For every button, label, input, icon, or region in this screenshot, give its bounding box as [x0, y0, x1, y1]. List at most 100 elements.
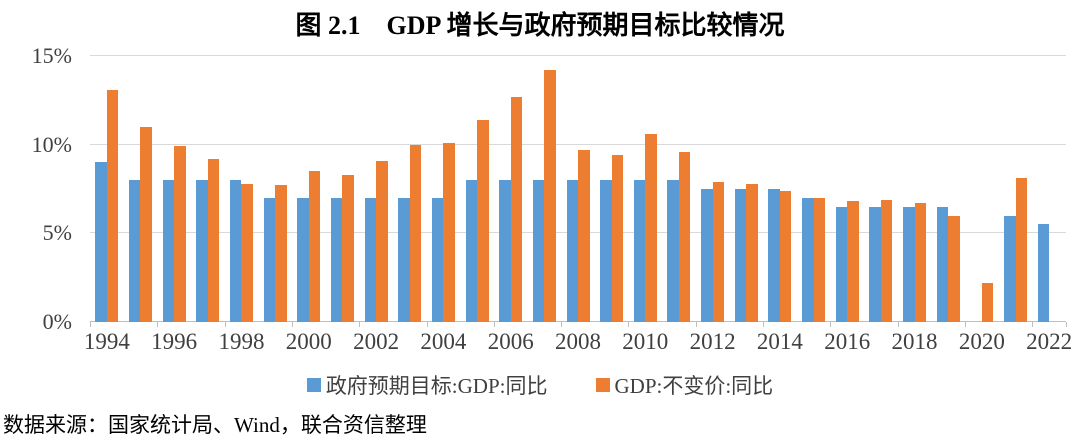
x-axis-tick	[359, 322, 361, 327]
bar-2015	[802, 197, 814, 322]
bar-group-1996	[157, 56, 191, 322]
bar-1999	[263, 197, 276, 322]
bar-2012	[701, 189, 713, 322]
bar-2000	[308, 171, 321, 322]
x-axis-tick	[90, 322, 91, 327]
bar-2005	[477, 119, 489, 322]
bar-1995	[140, 126, 152, 322]
bar-2012	[712, 181, 725, 322]
bar-2017	[869, 206, 881, 322]
bar-group-2007	[528, 56, 562, 322]
bar-2004	[431, 197, 444, 322]
x-axis-tick	[628, 322, 630, 327]
bar-group-2020	[965, 56, 999, 322]
bar-group-2005	[460, 56, 494, 322]
bar-group-2008	[561, 56, 595, 322]
y-tick-label-15%: 15%	[31, 43, 72, 68]
legend-swatch-icon	[595, 378, 610, 392]
bar-group-2006	[494, 56, 528, 322]
bar-2001	[330, 197, 343, 322]
x-tick-label-2018: 2018	[891, 329, 938, 354]
source-note: 数据来源：国家统计局、Wind，联合资信整理	[3, 413, 427, 437]
bar-2013	[746, 183, 758, 322]
x-tick-label-2022: 2022	[1026, 329, 1073, 354]
x-axis-tick	[1066, 322, 1067, 327]
legend-label: 政府预期目标:GDP:同比	[325, 374, 548, 398]
bar-2014	[779, 190, 792, 322]
bar-2020	[981, 283, 994, 322]
bar-2003	[398, 197, 410, 322]
bar-group-2016	[830, 56, 864, 322]
bar-group-2014	[763, 56, 797, 322]
bar-2022	[1037, 224, 1050, 322]
bar-group-2011	[662, 56, 696, 322]
bar-group-2013	[729, 56, 763, 322]
gridline-10%	[90, 143, 1066, 145]
bar-group-2010	[629, 56, 663, 322]
x-axis-tick	[1032, 322, 1034, 327]
bar-1997	[207, 158, 220, 322]
x-tick-label-2000: 2000	[285, 329, 332, 354]
bar-group-2003	[393, 56, 427, 322]
bar-1996	[174, 146, 186, 322]
x-tick-label-1994: 1994	[83, 329, 130, 354]
x-tick-label-2016: 2016	[824, 329, 871, 354]
y-tick-label-5%: 5%	[42, 220, 72, 246]
legend-item-actual: GDP:不变价:同比	[595, 370, 774, 400]
bar-2010	[633, 180, 646, 322]
bar-1995	[128, 180, 141, 322]
x-axis-tick	[291, 322, 293, 327]
x-axis-tick	[561, 322, 563, 327]
bar-2009	[600, 180, 612, 322]
bar-2009	[611, 155, 624, 322]
x-tick-label-2020: 2020	[958, 329, 1005, 354]
bar-2001	[342, 174, 354, 322]
x-tick-label-2014: 2014	[756, 329, 803, 354]
bar-group-2012	[696, 56, 730, 322]
bar-2004	[443, 142, 455, 322]
bar-1999	[275, 185, 287, 322]
bar-2008	[578, 150, 590, 322]
bar-1994	[106, 89, 119, 322]
x-tick-label-2006: 2006	[487, 329, 534, 354]
bar-group-2018	[898, 56, 932, 322]
legend-swatch-icon	[306, 378, 321, 392]
bar-2005	[465, 180, 478, 322]
bar-2006	[510, 96, 523, 322]
bar-2002	[364, 197, 377, 322]
bar-2000	[297, 197, 309, 322]
bar-group-2015	[797, 56, 831, 322]
x-axis-tick	[830, 322, 832, 327]
bar-2011	[667, 180, 679, 322]
bar-1998	[241, 183, 253, 322]
x-axis-tick	[493, 322, 495, 327]
bar-2002	[376, 160, 388, 322]
bar-2021	[1004, 215, 1016, 322]
y-axis-labels: 0% 5% 10% 15%	[0, 45, 80, 333]
bar-group-1998	[225, 56, 259, 322]
bar-group-1999	[258, 56, 292, 322]
bar-1998	[229, 180, 242, 322]
bar-group-2019	[931, 56, 965, 322]
x-tick-label-2008: 2008	[555, 329, 601, 354]
bar-1994	[95, 162, 107, 322]
x-axis-tick	[897, 322, 899, 327]
bar-2011	[678, 151, 691, 322]
bar-2007	[544, 70, 556, 322]
x-tick-label-2010: 2010	[622, 329, 669, 354]
bar-group-2004	[427, 56, 461, 322]
bar-group-2021	[999, 56, 1033, 322]
bar-2019	[948, 215, 960, 322]
bar-2018	[903, 206, 915, 322]
x-tick-label-2012: 2012	[689, 329, 736, 354]
bar-2017	[880, 199, 893, 322]
x-axis-tick	[426, 322, 428, 327]
legend-label: GDP:不变价:同比	[614, 374, 774, 398]
y-tick-label-0%: 0%	[42, 309, 72, 334]
chart-legend: 政府预期目标:GDP:同比 GDP:不变价:同比	[0, 372, 1080, 398]
bar-2016	[835, 206, 848, 322]
bar-2015	[813, 197, 826, 322]
x-axis-ticks	[90, 322, 1067, 328]
bar-group-2002	[359, 56, 393, 322]
